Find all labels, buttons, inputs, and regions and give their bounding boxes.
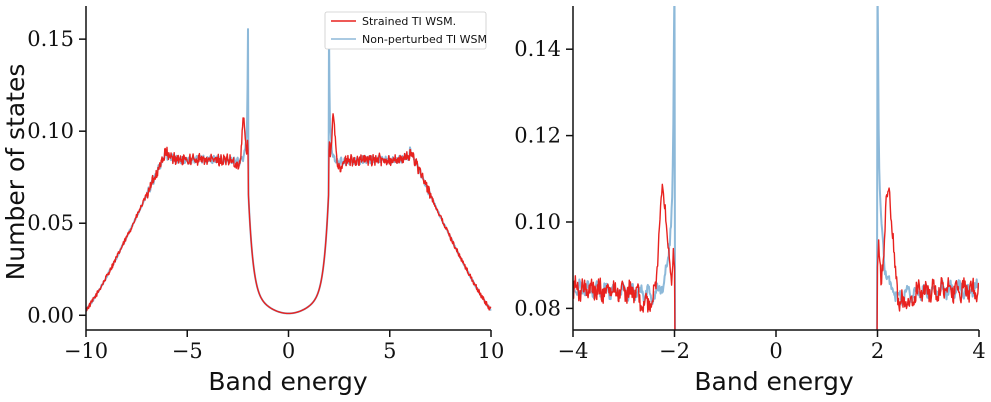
- right-series-strained: [573, 183, 979, 330]
- left-plot-area: [85, 28, 492, 315]
- right-y-tick-label: 0.08: [514, 296, 561, 320]
- left-series-non-perturbed: [85, 28, 492, 315]
- left-x-tick-label: 10: [478, 339, 505, 363]
- right-series-non-perturbed: [573, 6, 979, 330]
- right-y-tick-label: 0.12: [514, 124, 561, 148]
- left-x-axis-label: Band energy: [208, 367, 367, 396]
- left-y-tick-label: 0.10: [27, 119, 74, 143]
- right-x-tick-label: 2: [871, 339, 884, 363]
- left-y-tick-label: 0.05: [27, 211, 74, 235]
- left-series-strained: [85, 113, 492, 315]
- left-y-axis-label: Number of states: [1, 64, 30, 281]
- left-chart-panel: −10 −5 0 5 10 0.00 0.05 0.10 0.15 Band energy Nu…: [1, 6, 504, 396]
- legend-box: [324, 11, 487, 50]
- right-x-tick-label: −2: [659, 339, 690, 363]
- left-y-tick-label: 0.00: [27, 303, 74, 327]
- right-y-tick-label: 0.14: [514, 37, 561, 61]
- right-x-tick-label: −4: [558, 339, 589, 363]
- legend-label-strained: Strained TI WSM.: [362, 15, 456, 28]
- legend: Strained TI WSM. Non-perturbed TI WSM: [324, 11, 487, 50]
- left-ticks: −10 −5 0 5 10 0.00 0.05 0.10 0.15: [27, 27, 504, 363]
- right-x-tick-label: 0: [769, 339, 782, 363]
- right-ticks: −4 −2 0 2 4 0.08 0.10 0.12 0.14: [514, 37, 985, 363]
- left-x-tick-label: −5: [172, 339, 203, 363]
- legend-label-nonperturbed: Non-perturbed TI WSM: [362, 33, 487, 46]
- left-x-tick-label: 0: [282, 339, 295, 363]
- right-x-axis-label: Band energy: [694, 367, 853, 396]
- right-chart-panel: −4 −2 0 2 4 0.08 0.10 0.12 0.14 Band energy: [514, 6, 986, 396]
- right-y-tick-label: 0.10: [514, 210, 561, 234]
- right-plot-area: [573, 6, 979, 330]
- left-y-tick-label: 0.15: [27, 27, 74, 51]
- left-x-tick-label: 5: [383, 339, 396, 363]
- left-x-tick-label: −10: [64, 339, 108, 363]
- right-x-tick-label: 4: [972, 339, 985, 363]
